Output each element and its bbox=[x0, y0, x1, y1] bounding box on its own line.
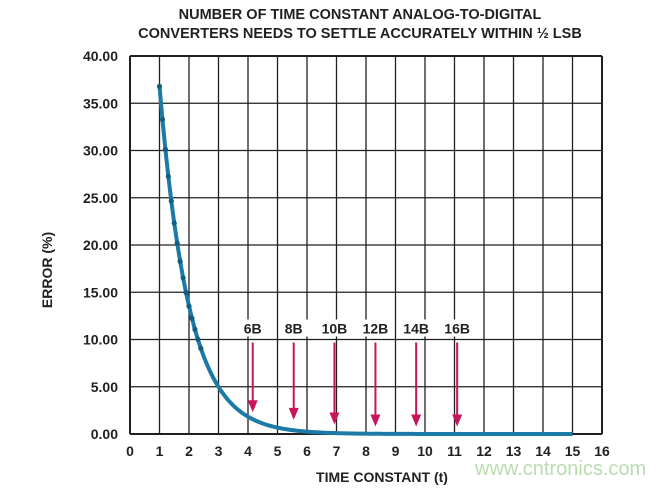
y-tick-label: 20.00 bbox=[83, 237, 118, 253]
x-tick-labels: 0 1 2 3 4 5 6 7 8 9 10 11 12 13 14 15 16 bbox=[126, 443, 610, 459]
y-tick-label: 25.00 bbox=[83, 190, 118, 206]
data-point bbox=[156, 83, 163, 89]
annotation-label-bg bbox=[278, 319, 309, 337]
x-tick-label: 3 bbox=[215, 443, 223, 459]
annotation-label: 10B bbox=[322, 321, 348, 337]
data-point bbox=[192, 326, 198, 332]
data-point bbox=[177, 258, 183, 264]
series-line bbox=[157, 86, 573, 436]
y-tick-label: 0.00 bbox=[91, 426, 118, 442]
data-point bbox=[174, 240, 180, 246]
x-tick-label: 1 bbox=[156, 443, 164, 459]
x-tick-label: 7 bbox=[333, 443, 341, 459]
x-tick-label: 12 bbox=[476, 443, 492, 459]
annotation-label-bg bbox=[319, 319, 350, 337]
annotation-arrow-head bbox=[329, 412, 340, 425]
annotation-label-bg bbox=[401, 319, 432, 337]
data-point bbox=[183, 290, 189, 296]
chart-title-line-1: NUMBER OF TIME CONSTANT ANALOG-TO-DIGITA… bbox=[178, 7, 542, 23]
data-point bbox=[168, 198, 174, 204]
y-tick-label: 35.00 bbox=[83, 95, 118, 111]
annotation-label-bg bbox=[237, 319, 268, 337]
x-tick-label: 2 bbox=[185, 443, 193, 459]
y-tick-label: 30.00 bbox=[83, 143, 118, 159]
y-axis-label: ERROR (%) bbox=[39, 232, 55, 308]
chart-title-line-2: CONVERTERS NEEDS TO SETTLE ACCURATELY WI… bbox=[138, 26, 582, 42]
annotation-arrow-head bbox=[452, 414, 463, 427]
grid bbox=[129, 55, 603, 435]
x-tick-label: 8 bbox=[362, 443, 370, 459]
x-tick-label: 10 bbox=[417, 443, 433, 459]
annotation-label: 12B bbox=[363, 321, 389, 337]
data-point bbox=[186, 303, 192, 309]
annotation-label: 6B bbox=[244, 321, 262, 337]
y-tick-label: 10.00 bbox=[83, 332, 118, 348]
watermark: www.cntronics.com bbox=[475, 458, 647, 480]
annotation-arrow-head bbox=[247, 400, 258, 413]
annotation-label: 8B bbox=[285, 321, 303, 337]
y-tick-label: 15.00 bbox=[83, 284, 118, 300]
x-tick-label: 5 bbox=[274, 443, 282, 459]
series bbox=[156, 83, 573, 436]
data-point bbox=[165, 173, 171, 180]
x-tick-label: 4 bbox=[244, 443, 252, 459]
y-tick-label: 5.00 bbox=[91, 379, 118, 395]
annotation-label: 14B bbox=[403, 321, 429, 337]
data-point bbox=[171, 220, 177, 226]
x-tick-label: 9 bbox=[392, 443, 400, 459]
data-point bbox=[180, 275, 186, 281]
x-tick-label: 15 bbox=[565, 443, 581, 459]
annotation-label-bg bbox=[442, 319, 473, 337]
annotation-arrow-head bbox=[411, 414, 422, 427]
annotation-label-bg bbox=[360, 319, 391, 337]
data-point bbox=[198, 345, 204, 351]
x-tick-label: 0 bbox=[126, 443, 134, 459]
annotation-arrow-head bbox=[288, 407, 299, 420]
annotation-label: 16B bbox=[444, 321, 470, 337]
data-point bbox=[195, 336, 201, 342]
data-point bbox=[159, 116, 166, 123]
x-tick-label: 14 bbox=[535, 443, 551, 459]
annotations: 6B 8B 10B 12B 14B 16B bbox=[237, 319, 473, 427]
y-tick-label: 40.00 bbox=[83, 48, 118, 64]
x-tick-label: 13 bbox=[506, 443, 522, 459]
data-point bbox=[162, 146, 168, 152]
y-tick-labels: 0.00 5.00 10.00 15.00 20.00 25.00 30.00 35.00 40… bbox=[83, 48, 118, 442]
x-tick-label: 6 bbox=[303, 443, 311, 459]
x-axis-label: TIME CONSTANT (t) bbox=[316, 469, 448, 485]
x-tick-label: 16 bbox=[594, 443, 610, 459]
annotation-arrow-head bbox=[370, 414, 381, 427]
x-tick-label: 11 bbox=[447, 443, 462, 459]
data-point bbox=[189, 315, 195, 321]
